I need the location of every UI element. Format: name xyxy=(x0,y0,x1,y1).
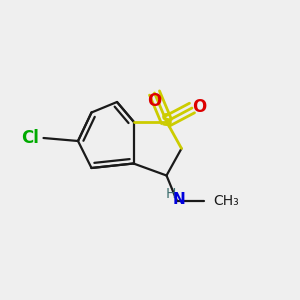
Text: N: N xyxy=(173,192,186,207)
Text: Cl: Cl xyxy=(21,129,39,147)
Text: O: O xyxy=(192,98,207,116)
Text: H: H xyxy=(165,187,176,200)
Text: S: S xyxy=(161,112,173,130)
Text: CH₃: CH₃ xyxy=(213,194,239,208)
Text: O: O xyxy=(147,92,162,110)
